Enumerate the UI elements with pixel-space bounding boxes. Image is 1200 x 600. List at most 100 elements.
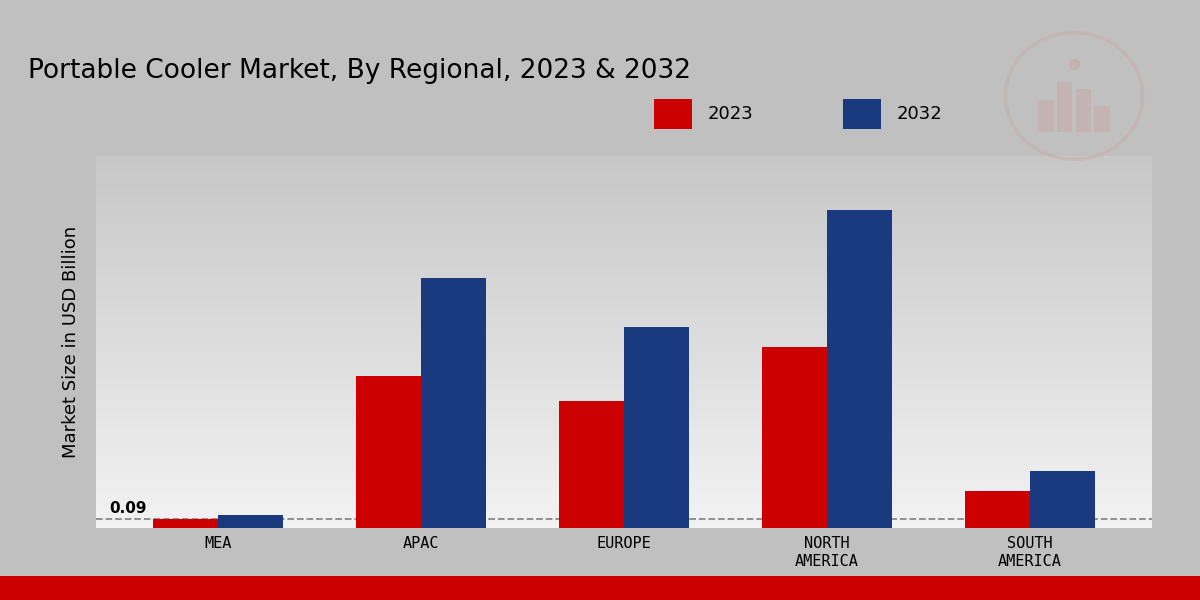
Bar	[96, 361, 1152, 364]
Bar	[96, 439, 1152, 442]
Bar	[96, 271, 1152, 275]
Bar	[96, 479, 1152, 484]
Bar	[96, 182, 1152, 186]
Bar	[96, 461, 1152, 465]
Bar	[96, 446, 1152, 450]
Bar	[96, 327, 1152, 331]
Bar	[96, 513, 1152, 517]
Bar	[1030, 471, 1096, 528]
Bar	[96, 205, 1152, 208]
Bar	[96, 454, 1152, 457]
Bar	[96, 260, 1152, 264]
Bar	[96, 491, 1152, 494]
Bar	[96, 171, 1152, 175]
Bar	[96, 253, 1152, 256]
Bar	[96, 357, 1152, 361]
Bar	[96, 290, 1152, 293]
Bar	[96, 175, 1152, 178]
Bar	[96, 264, 1152, 268]
Bar	[96, 413, 1152, 416]
Bar	[96, 398, 1152, 401]
Bar	[96, 420, 1152, 424]
Bar	[965, 491, 1030, 528]
Bar	[96, 279, 1152, 283]
Bar	[96, 331, 1152, 335]
Bar	[96, 293, 1152, 298]
Bar	[96, 494, 1152, 498]
Bar	[96, 431, 1152, 435]
Bar	[96, 156, 1152, 160]
Bar	[96, 368, 1152, 372]
Bar	[96, 275, 1152, 279]
Bar	[96, 364, 1152, 368]
Bar	[96, 349, 1152, 353]
Bar	[96, 376, 1152, 379]
Bar	[96, 215, 1152, 219]
Bar	[96, 320, 1152, 323]
Bar	[96, 502, 1152, 506]
Bar	[96, 509, 1152, 513]
Bar	[96, 476, 1152, 479]
Text: 2032: 2032	[898, 105, 943, 123]
Bar	[96, 223, 1152, 227]
Bar	[96, 484, 1152, 487]
Bar	[96, 286, 1152, 290]
Bar	[96, 394, 1152, 398]
Bar	[96, 234, 1152, 238]
Bar	[96, 256, 1152, 260]
Bar	[96, 268, 1152, 271]
Bar	[96, 305, 1152, 308]
Bar	[1057, 82, 1073, 132]
Bar	[96, 435, 1152, 439]
Bar	[96, 163, 1152, 167]
Bar	[96, 442, 1152, 446]
Bar	[96, 323, 1152, 327]
Bar	[96, 424, 1152, 428]
Bar	[96, 212, 1152, 215]
Bar	[96, 386, 1152, 391]
Bar	[96, 428, 1152, 431]
Text: 0.09: 0.09	[109, 502, 146, 517]
Bar	[96, 391, 1152, 394]
Bar	[96, 450, 1152, 454]
Bar	[624, 328, 689, 528]
Bar	[827, 210, 892, 528]
Bar	[96, 416, 1152, 420]
Bar	[218, 515, 283, 528]
Bar	[96, 208, 1152, 212]
Bar	[96, 342, 1152, 346]
Bar	[1094, 106, 1110, 132]
Bar	[96, 372, 1152, 376]
Bar	[96, 316, 1152, 320]
Bar	[96, 383, 1152, 386]
Bar	[96, 487, 1152, 491]
Bar	[96, 465, 1152, 469]
Bar	[96, 469, 1152, 472]
Bar	[96, 230, 1152, 234]
Bar	[96, 312, 1152, 316]
Text: 2023: 2023	[708, 105, 754, 123]
Bar	[96, 521, 1152, 524]
Bar	[96, 238, 1152, 242]
Bar	[96, 346, 1152, 349]
Bar	[96, 178, 1152, 182]
Bar	[654, 99, 691, 129]
Bar	[96, 472, 1152, 476]
Bar	[96, 524, 1152, 528]
Bar	[96, 167, 1152, 171]
Bar	[96, 193, 1152, 197]
Bar	[96, 227, 1152, 230]
Bar	[356, 376, 421, 528]
Bar	[96, 283, 1152, 286]
Bar	[96, 200, 1152, 205]
Bar	[559, 401, 624, 528]
Bar	[96, 219, 1152, 223]
Bar	[96, 338, 1152, 342]
Bar	[96, 405, 1152, 409]
Bar	[421, 278, 486, 528]
Bar	[96, 506, 1152, 509]
Bar	[96, 190, 1152, 193]
Bar	[96, 197, 1152, 200]
Bar	[152, 519, 218, 528]
Bar	[96, 457, 1152, 461]
